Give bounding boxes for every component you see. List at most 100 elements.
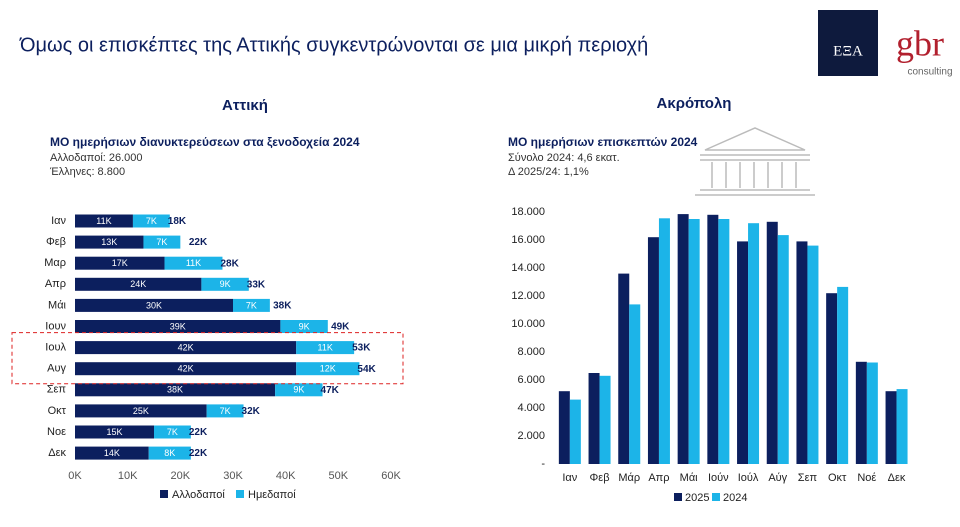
bar: [688, 219, 700, 464]
bar: [599, 375, 611, 464]
chart-title: ΜΟ ημερήσιων επισκεπτών 2024: [508, 135, 698, 149]
bar-value-label: 13K: [101, 237, 117, 247]
bar: [629, 304, 641, 464]
bar: [855, 361, 867, 464]
bar-value-label: 42K: [178, 342, 194, 352]
bar: [658, 218, 670, 464]
bar: [677, 214, 689, 464]
bar-segment: [164, 256, 223, 270]
bar: [748, 223, 760, 464]
y-tick-label: 8.000: [517, 346, 545, 358]
y-tick-label: Αυγ: [47, 363, 66, 375]
y-tick-label: Σεπ: [47, 384, 67, 396]
chart-subtitle: Έλληνες: 8.800: [49, 166, 125, 178]
legend-swatch: [712, 493, 720, 501]
bar-value-label: 12K: [320, 364, 336, 374]
x-tick-label: 10K: [118, 470, 138, 482]
y-tick-label: Δεκ: [48, 447, 66, 459]
x-tick-label: Οκτ: [828, 472, 847, 484]
bar-value-label: 11K: [186, 258, 201, 268]
bar-value-label: 9K: [293, 385, 304, 395]
bar: [766, 221, 778, 464]
y-tick-label: 4.000: [517, 402, 545, 414]
bar-segment: [75, 362, 297, 376]
bar-segment: [148, 446, 191, 460]
logo-text: ΕΞΑ: [833, 43, 863, 59]
bar-segment: [75, 425, 154, 439]
legend-label: Αλλοδαποί: [172, 489, 225, 501]
section-heading: Ακρόπολη: [657, 95, 732, 112]
x-tick-label: Ιαν: [562, 472, 577, 484]
bar-value-label: 25K: [133, 406, 149, 416]
bar: [718, 219, 730, 464]
bar-segment: [75, 277, 202, 291]
x-tick-label: Απρ: [648, 472, 669, 484]
x-tick-label: Φεβ: [590, 472, 610, 484]
bar-value-label: 7K: [146, 216, 157, 226]
x-tick-label: Ιούλ: [738, 472, 759, 484]
logo-box: [818, 10, 878, 76]
bar-segment: [206, 404, 244, 418]
chart-title: ΜΟ ημερήσιων διανυκτερεύσεων στα ξενοδοχ…: [50, 135, 360, 149]
brand-sub: consulting: [907, 67, 952, 78]
total-label: 22K: [189, 237, 208, 248]
bar-value-label: 11K: [317, 342, 332, 352]
section-heading: Αττική: [222, 97, 268, 114]
total-label: 32K: [242, 406, 261, 417]
x-tick-label: 30K: [223, 470, 243, 482]
legend-label: 2024: [723, 492, 747, 504]
x-tick-label: Ιούν: [708, 472, 729, 484]
bar-segment: [154, 425, 191, 439]
bar-value-label: 14K: [104, 448, 120, 458]
y-tick-label: Νοε: [47, 426, 66, 438]
y-tick-label: 18.000: [511, 206, 545, 218]
y-tick-label: 10.000: [511, 318, 545, 330]
y-tick-label: 6.000: [517, 374, 545, 386]
total-label: 33K: [247, 279, 266, 290]
y-tick-label: Οκτ: [48, 405, 67, 417]
y-tick-label: Απρ: [45, 278, 66, 290]
bar: [837, 286, 849, 464]
bar-segment: [143, 235, 181, 249]
bar: [896, 389, 908, 464]
total-label: 49K: [331, 322, 350, 333]
x-tick-label: Δεκ: [888, 472, 906, 484]
bar-segment: [75, 214, 133, 228]
bar-value-label: 17K: [112, 258, 128, 268]
bar: [885, 391, 897, 464]
y-tick-label: 14.000: [511, 262, 545, 274]
bar: [796, 241, 808, 464]
bar-value-label: 7K: [156, 237, 167, 247]
y-tick-label: Μάι: [48, 299, 67, 311]
x-tick-label: 60K: [381, 470, 401, 482]
y-tick-label: -: [541, 458, 545, 470]
x-tick-label: 20K: [171, 470, 191, 482]
legend-swatch: [236, 490, 244, 498]
bar-value-label: 8K: [164, 448, 175, 458]
bar-segment: [132, 214, 170, 228]
bar-segment: [233, 298, 270, 312]
total-label: 47K: [321, 385, 340, 396]
legend-label: Ημεδαποί: [248, 489, 296, 501]
total-label: 22K: [189, 448, 208, 459]
x-tick-label: 50K: [329, 470, 349, 482]
bar-value-label: 24K: [130, 279, 146, 289]
bar-segment: [296, 362, 360, 376]
bar-segment: [75, 256, 165, 270]
y-tick-label: Φεβ: [46, 236, 66, 248]
legend-label: 2025: [685, 492, 709, 504]
bar: [558, 391, 570, 464]
chart-subtitle: Σύνολο 2024: 4,6 εκατ.: [508, 152, 620, 164]
bar: [588, 373, 600, 464]
bar: [826, 293, 838, 464]
y-tick-label: 12.000: [511, 290, 545, 302]
bar-segment: [201, 277, 249, 291]
y-tick-label: Ιουν: [45, 320, 66, 332]
y-tick-label: 2.000: [517, 430, 545, 442]
slide-title: Όμως οι επισκέπτες της Αττικής συγκεντρώ…: [19, 34, 648, 56]
y-tick-label: Μαρ: [44, 257, 66, 269]
total-label: 53K: [352, 343, 371, 354]
bar-segment: [275, 383, 323, 397]
bar-value-label: 9K: [220, 279, 231, 289]
